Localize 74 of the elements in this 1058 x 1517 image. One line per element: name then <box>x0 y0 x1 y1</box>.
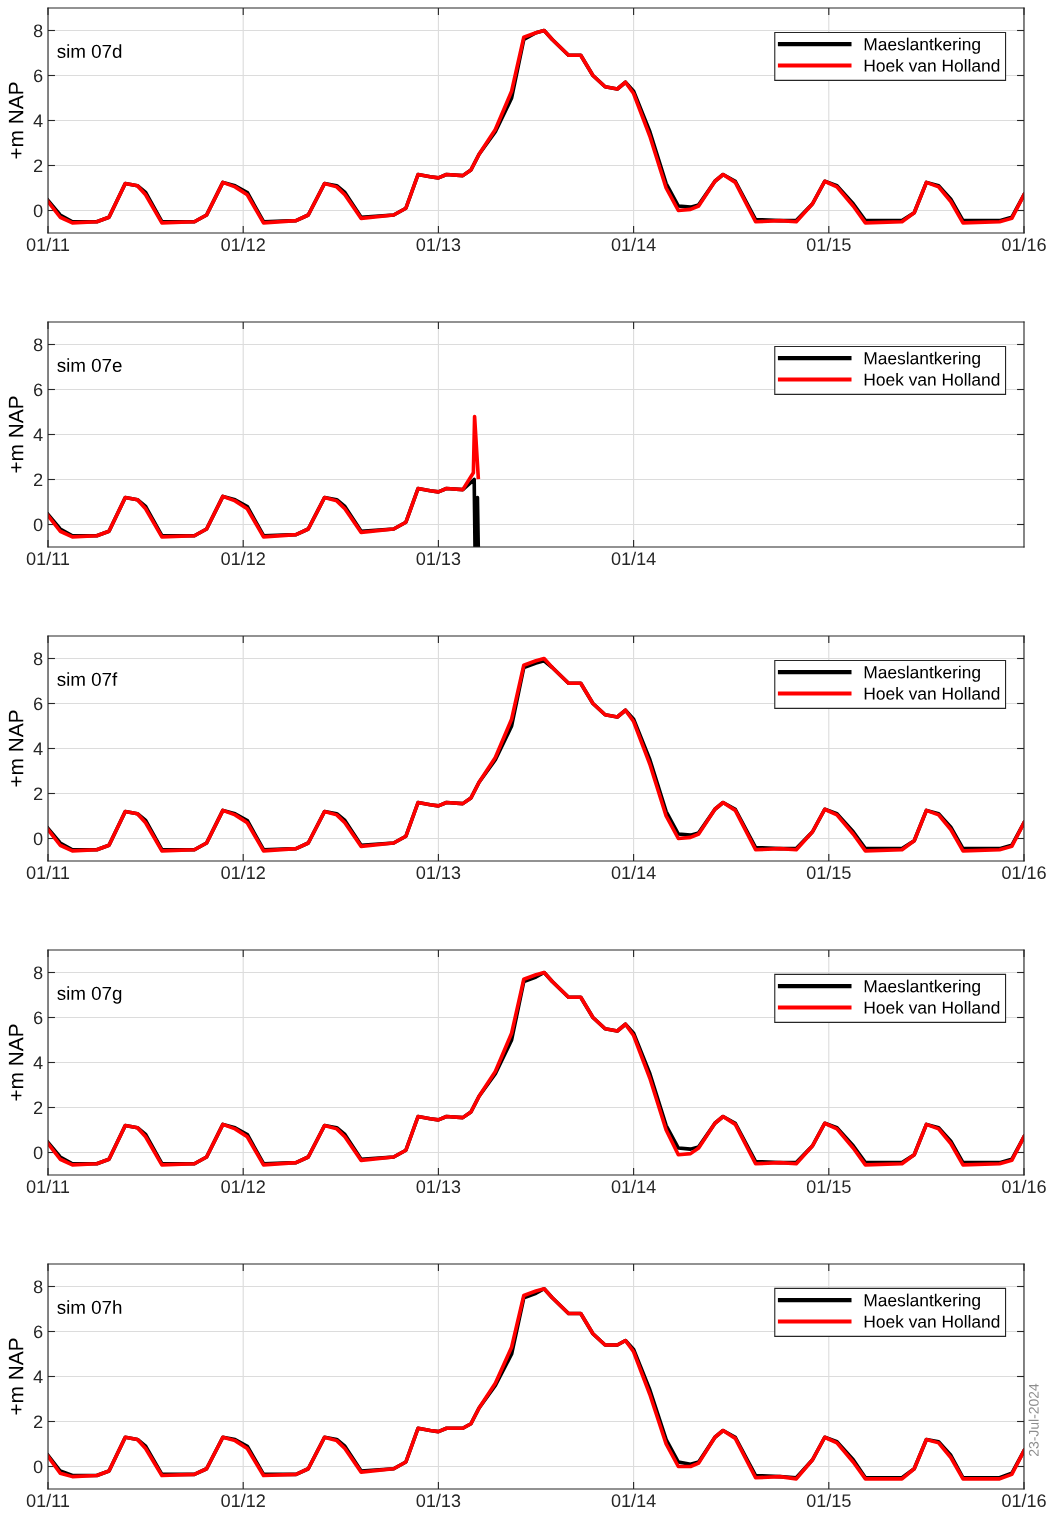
x-tick-label: 01/11 <box>26 865 70 880</box>
x-tick-label: 01/16 <box>1002 865 1046 880</box>
y-tick-label: 6 <box>34 697 43 711</box>
legend-label: Maeslantkering <box>864 665 980 682</box>
x-tick-label: 01/13 <box>416 551 461 566</box>
y-tick-label: 4 <box>33 428 43 442</box>
x-tick-label: 01/14 <box>611 1493 656 1508</box>
x-tick-label: 01/16 <box>1002 1179 1046 1194</box>
annotation: sim 07d <box>57 44 122 59</box>
x-tick-label: 01/11 <box>26 1179 70 1194</box>
y-axis-title: +m NAP <box>8 1338 24 1415</box>
y-tick-label: 4 <box>33 1056 43 1070</box>
x-tick-label: 01/12 <box>221 865 265 880</box>
y-tick-label: 2 <box>34 1415 43 1429</box>
x-tick-label: 01/12 <box>221 1493 265 1508</box>
y-tick-label: 4 <box>33 114 43 128</box>
x-tick-label: 01/13 <box>416 1493 461 1508</box>
y-axis-title: +m NAP <box>8 396 24 473</box>
y-tick-label: 8 <box>33 652 43 666</box>
legend-label: Maeslantkering <box>864 979 980 996</box>
y-axis-title: +m NAP <box>8 1024 24 1101</box>
x-tick-label: 01/16 <box>1002 237 1046 252</box>
x-tick-label: 01/14 <box>611 237 656 252</box>
x-tick-label: 01/12 <box>221 237 265 252</box>
x-tick-label: 01/15 <box>806 237 851 252</box>
y-axis-title: +m NAP <box>8 710 24 787</box>
y-tick-label: 8 <box>33 966 43 980</box>
x-tick-label: 01/11 <box>26 237 70 252</box>
y-tick-label: 0 <box>33 832 43 846</box>
x-tick-label: 01/15 <box>806 1179 851 1194</box>
y-axis-title: +m NAP <box>8 82 24 159</box>
y-tick-label: 8 <box>33 338 43 352</box>
legend-label: Maeslantkering <box>864 1293 980 1310</box>
y-tick-label: 2 <box>34 473 43 487</box>
y-tick-label: 8 <box>33 1280 43 1294</box>
y-tick-label: 2 <box>34 159 43 173</box>
annotation: sim 07e <box>57 358 122 373</box>
text: 23-Jul-2024 <box>1028 1383 1039 1456</box>
x-tick-label: 01/16 <box>1002 1493 1046 1508</box>
x-tick-label: 01/11 <box>26 551 70 566</box>
y-tick-label: 2 <box>34 1101 43 1115</box>
legend-label: Hoek van Holland <box>864 1315 1000 1328</box>
x-tick-label: 01/13 <box>416 1179 461 1194</box>
y-tick-label: 4 <box>33 1370 43 1384</box>
x-tick-label: 01/11 <box>26 1493 70 1508</box>
y-tick-label: 8 <box>33 24 43 38</box>
y-tick-label: 4 <box>33 742 43 756</box>
x-tick-label: 01/14 <box>611 865 656 880</box>
x-tick-label: 01/12 <box>221 551 265 566</box>
x-tick-label: 01/12 <box>221 1179 265 1194</box>
y-tick-label: 0 <box>33 1146 43 1160</box>
x-tick-label: 01/15 <box>806 865 851 880</box>
annotation: sim 07g <box>57 986 122 1004</box>
annotation: sim 07h <box>57 1300 122 1315</box>
legend-label: Hoek van Holland <box>864 687 1000 700</box>
legend-label: Hoek van Holland <box>864 373 1000 386</box>
x-tick-label: 01/15 <box>806 1493 851 1508</box>
y-tick-label: 0 <box>33 1460 43 1474</box>
x-tick-label: 01/14 <box>611 1179 656 1194</box>
y-tick-label: 0 <box>33 204 43 218</box>
legend-label: Maeslantkering <box>864 351 980 368</box>
y-tick-label: 2 <box>34 787 43 801</box>
legend-label: Hoek van Holland <box>864 59 1000 72</box>
x-tick-label: 01/14 <box>611 551 656 566</box>
y-tick-label: 6 <box>34 69 43 83</box>
annotation: sim 07f <box>57 672 118 687</box>
y-tick-label: 6 <box>34 1011 43 1025</box>
x-tick-label: 01/13 <box>416 865 461 880</box>
legend-label: Maeslantkering <box>864 37 980 54</box>
y-tick-label: 6 <box>34 383 43 397</box>
legend-label: Hoek van Holland <box>864 1001 1000 1014</box>
y-tick-label: 6 <box>34 1325 43 1339</box>
y-tick-label: 0 <box>33 518 43 532</box>
x-tick-label: 01/13 <box>416 237 461 252</box>
